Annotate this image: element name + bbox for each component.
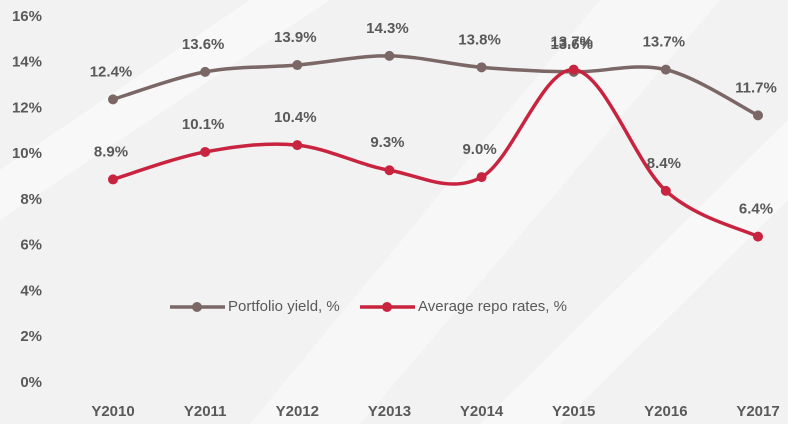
decor	[480, 120, 788, 424]
x-tick-label: Y2014	[460, 403, 504, 420]
data-point	[108, 94, 118, 105]
legend-label: Portfolio yield, %	[228, 298, 340, 315]
x-tick-label: Y2011	[184, 403, 227, 420]
data-point	[476, 62, 487, 73]
data-label: 13.6%	[182, 36, 225, 53]
data-point	[108, 174, 118, 185]
legend-marker	[382, 302, 392, 312]
x-tick-label: Y2016	[644, 403, 687, 420]
data-point	[753, 231, 763, 242]
data-label: 13.7%	[550, 34, 593, 51]
data-point	[200, 146, 211, 157]
x-tick-label: Y2017	[736, 403, 779, 420]
y-tick-label: 12%	[12, 99, 42, 116]
legend-label: Average repo rates, %	[418, 298, 567, 315]
data-label: 13.8%	[458, 31, 501, 48]
data-label: 6.4%	[739, 201, 773, 218]
data-point	[292, 140, 303, 151]
data-point	[753, 110, 763, 121]
data-point	[384, 165, 395, 176]
data-point	[660, 185, 671, 196]
data-label: 11.7%	[735, 79, 777, 96]
series-line	[112, 67, 759, 239]
decor	[250, 0, 720, 424]
data-label: 10.4%	[274, 109, 317, 126]
decor	[0, 0, 330, 220]
data-label: 13.9%	[274, 29, 317, 46]
data-point	[476, 172, 487, 183]
y-tick-label: 10%	[12, 145, 42, 162]
y-tick-label: 14%	[12, 54, 42, 71]
data-point	[660, 64, 671, 75]
data-point	[568, 64, 579, 75]
x-tick-label: Y2010	[91, 403, 134, 420]
data-label: 10.1%	[182, 116, 225, 133]
data-label: 9.0%	[462, 141, 496, 158]
y-tick-label: 16%	[12, 8, 42, 25]
data-point	[384, 50, 395, 61]
x-tick-label: Y2012	[276, 403, 319, 420]
data-label: 12.4%	[90, 63, 133, 80]
y-tick-label: 4%	[20, 282, 42, 299]
data-label: 13.7%	[643, 34, 686, 51]
data-label: 8.4%	[647, 155, 681, 172]
data-point	[200, 66, 211, 77]
y-tick-label: 6%	[20, 237, 42, 254]
data-label: 9.3%	[370, 134, 404, 151]
x-tick-label: Y2013	[368, 403, 411, 420]
legend-marker	[192, 302, 202, 312]
data-label: 13.6%	[550, 36, 593, 53]
data-label: 14.3%	[366, 20, 409, 37]
x-tick-label: Y2015	[552, 403, 595, 420]
y-tick-label: 0%	[20, 374, 42, 391]
y-tick-label: 8%	[20, 191, 42, 208]
y-tick-label: 2%	[20, 328, 42, 345]
data-label: 8.9%	[94, 143, 128, 160]
data-point	[292, 60, 303, 71]
